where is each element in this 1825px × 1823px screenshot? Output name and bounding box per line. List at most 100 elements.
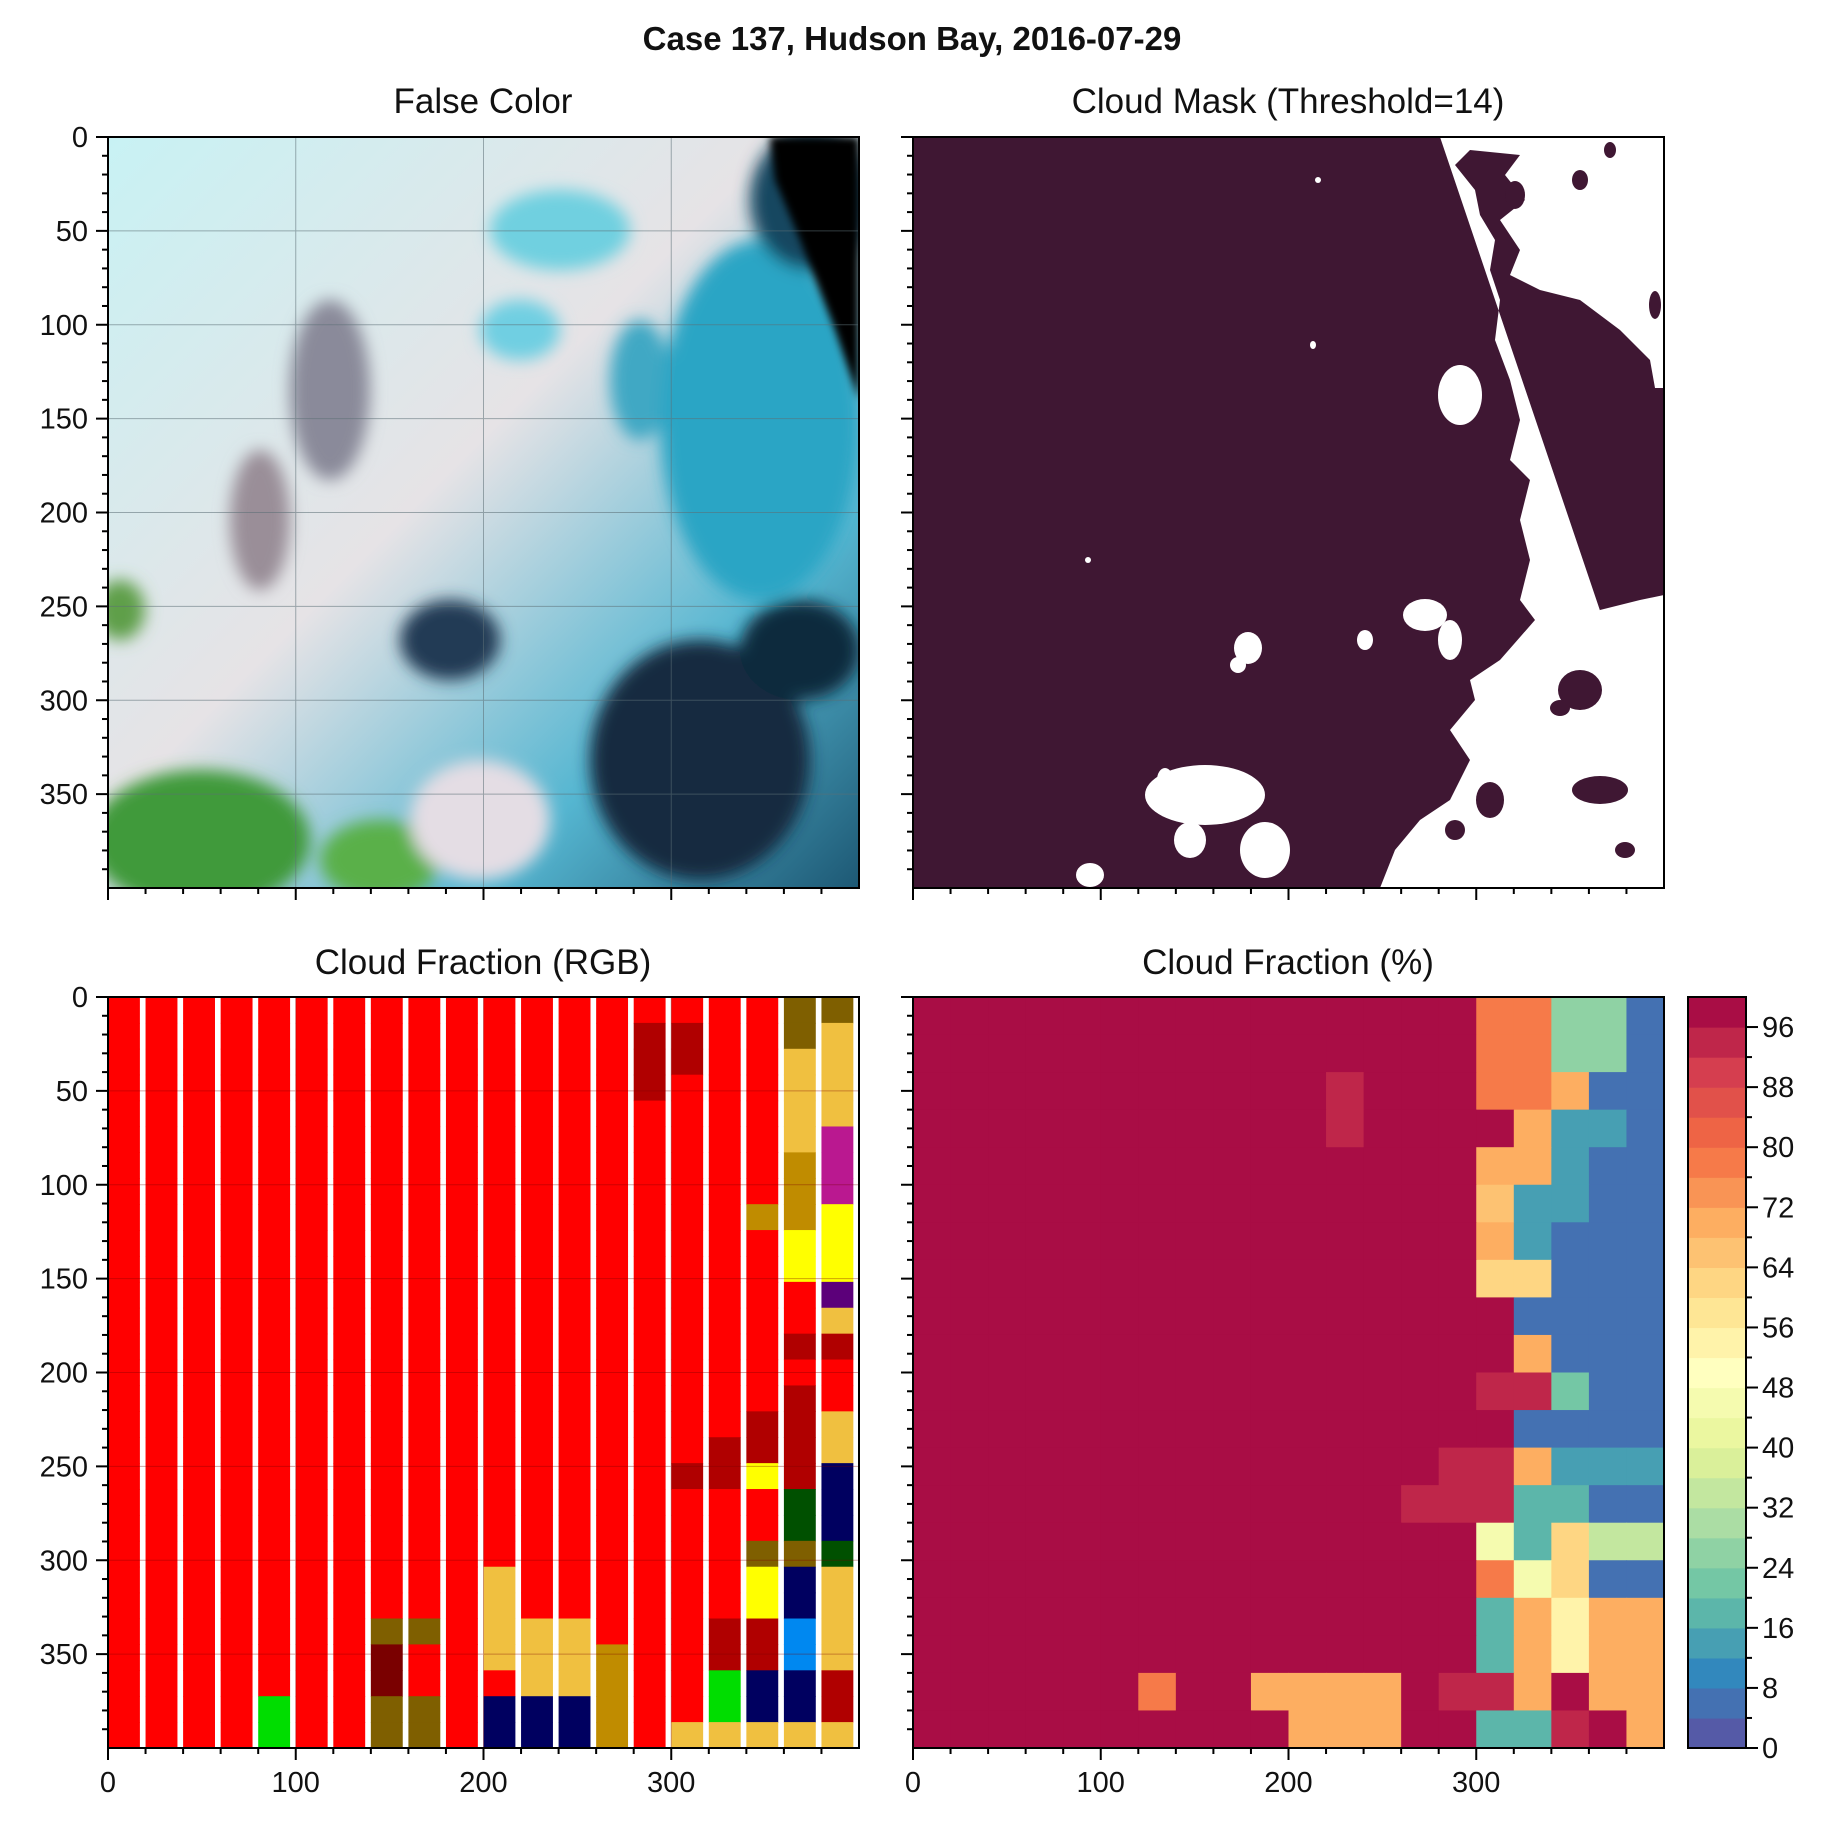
percent-cell <box>1138 1297 1177 1336</box>
rgb-cell <box>821 1670 854 1697</box>
percent-cell <box>1025 1109 1064 1148</box>
colorbar-swatch <box>1688 1327 1746 1359</box>
rgb-cell <box>859 1722 891 1748</box>
percent-cell <box>1213 1410 1252 1449</box>
percent-cell <box>950 1560 989 1599</box>
rgb-cell <box>633 1385 666 1412</box>
percent-cell <box>1626 1597 1664 1636</box>
y-tick-label: 200 <box>40 498 88 530</box>
rgb-cell <box>859 1619 891 1645</box>
rgb-cell <box>783 1489 816 1516</box>
rgb-cell <box>783 1230 816 1257</box>
rgb-cell <box>408 1074 441 1102</box>
percent-cell <box>1288 1485 1327 1524</box>
percent-cell <box>988 1522 1027 1561</box>
percent-cell <box>1138 1334 1177 1374</box>
percent-cell <box>1476 1034 1515 1073</box>
rgb-cell <box>633 1411 666 1438</box>
percent-cell <box>1588 1072 1628 1111</box>
x-tick-label: 100 <box>1077 1767 1125 1799</box>
percent-cell <box>1588 1147 1628 1186</box>
rgb-cell <box>295 1074 328 1102</box>
rgb-cell <box>295 1333 328 1361</box>
rgb-cell <box>145 1255 178 1283</box>
percent-cell <box>1513 1034 1552 1073</box>
rgb-cell <box>783 1540 816 1568</box>
percent-cell <box>1100 1072 1139 1111</box>
percent-cell <box>1175 1222 1214 1261</box>
rgb-cell <box>183 1385 215 1412</box>
percent-cell <box>1175 1485 1214 1524</box>
rgb-cell <box>558 1566 591 1594</box>
percent-cell <box>1100 1372 1139 1411</box>
percent-cell <box>950 1184 989 1223</box>
percent-cell <box>1250 1485 1290 1524</box>
rgb-cell <box>821 1359 854 1387</box>
y-tick-label: 200 <box>40 1358 88 1390</box>
percent-cell <box>1175 1410 1214 1449</box>
colorbar-swatch <box>1688 1057 1746 1088</box>
colorbar-swatch <box>1688 1117 1746 1148</box>
rgb-cell <box>708 1566 741 1594</box>
rgb-cell <box>746 1333 779 1361</box>
rgb-cell <box>483 997 516 1024</box>
rgb-cell <box>333 1022 366 1050</box>
percent-cell <box>913 1485 952 1524</box>
rgb-cell <box>333 1696 366 1723</box>
percent-cell <box>1513 1672 1552 1712</box>
rgb-cell <box>483 1437 516 1464</box>
rgb-cell <box>258 1411 291 1438</box>
rgb-cell <box>108 1307 140 1335</box>
rgb-cell <box>408 1670 441 1697</box>
percent-cell <box>1326 1072 1365 1111</box>
rgb-cell <box>483 1463 516 1490</box>
rgb-cell <box>558 1333 591 1361</box>
percent-cell <box>1213 1522 1252 1561</box>
percent-cell <box>1551 1109 1590 1148</box>
rgb-cell <box>558 1463 591 1490</box>
rgb-cell <box>333 1255 366 1283</box>
percent-cell <box>950 1710 989 1748</box>
percent-cell <box>1138 1672 1177 1712</box>
percent-cell <box>1138 1447 1177 1486</box>
rgb-cell <box>821 1696 854 1723</box>
x-tick-label: 0 <box>100 1767 116 1799</box>
percent-cell <box>1063 1635 1102 1674</box>
rgb-cell <box>671 1022 704 1050</box>
rgb-cell <box>258 1204 291 1231</box>
rgb-cell <box>295 1385 328 1412</box>
rgb-cell <box>708 1152 741 1179</box>
y-tick-label: 0 <box>72 122 88 154</box>
percent-cell <box>950 1147 989 1186</box>
rgb-cell <box>708 1385 741 1412</box>
rgb-cell <box>521 1074 553 1102</box>
rgb-cell <box>558 1514 591 1542</box>
rgb-cell <box>596 1644 629 1671</box>
rgb-cell <box>671 1333 704 1361</box>
rgb-cell <box>333 1644 366 1671</box>
percent-cell <box>1175 1635 1214 1674</box>
percent-cell <box>1025 997 1064 1036</box>
rgb-cell <box>445 997 478 1024</box>
percent-cell <box>1626 1147 1664 1186</box>
percent-cell <box>1551 1034 1590 1073</box>
rgb-cell <box>295 1696 328 1723</box>
percent-cell <box>1626 1410 1664 1449</box>
percent-cell <box>1100 1597 1139 1636</box>
rgb-cell <box>708 1126 741 1153</box>
colorbar-tick-label: 48 <box>1762 1373 1794 1405</box>
rgb-cell <box>408 1722 441 1748</box>
percent-cell <box>1138 1034 1177 1073</box>
percent-cell <box>1438 1222 1477 1261</box>
rgb-cell <box>445 1514 478 1542</box>
panel-title-false-color: False Color <box>394 82 573 121</box>
rgb-cell <box>408 1204 441 1231</box>
colorbar-swatch <box>1688 1447 1746 1479</box>
percent-cell <box>1175 1072 1214 1111</box>
rgb-cell <box>821 1230 854 1257</box>
rgb-cell <box>521 1204 553 1231</box>
rgb-cell <box>746 1411 779 1438</box>
rgb-cell <box>258 997 291 1024</box>
percent-cell <box>1288 1597 1327 1636</box>
percent-cell <box>1513 1259 1552 1298</box>
